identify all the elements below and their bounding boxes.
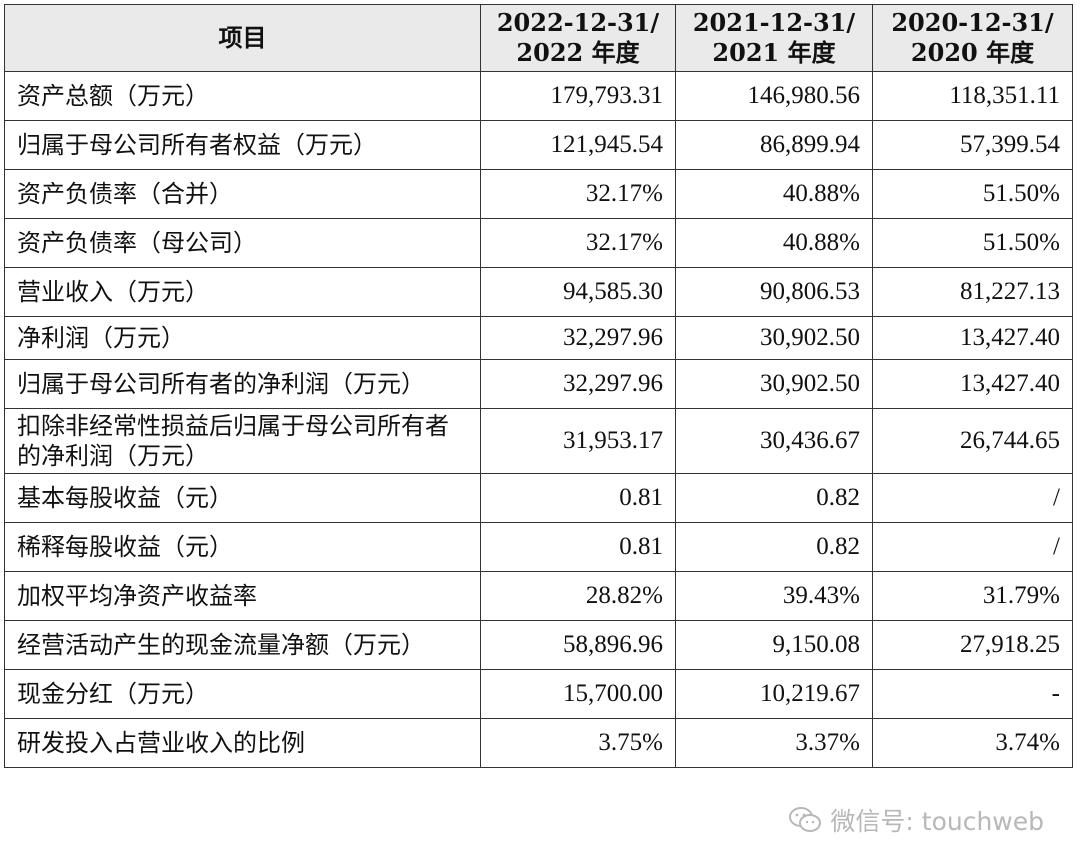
watermark-text: 微信号: touchweb xyxy=(830,807,1044,836)
header-2022: 2022-12-31/ 2022 年度 xyxy=(480,4,676,72)
cell-2021: 40.88% xyxy=(675,218,873,268)
cell-2022: 32,297.96 xyxy=(480,316,676,360)
cell-2020: 13,427.40 xyxy=(872,359,1073,409)
cell-2020: 26,744.65 xyxy=(872,408,1073,474)
row-label: 资产负债率（合并） xyxy=(4,169,481,219)
header-2020-year: 2020 年度 xyxy=(910,38,1035,67)
row-label: 经营活动产生的现金流量净额（万元） xyxy=(4,620,481,670)
cell-2020: 51.50% xyxy=(872,169,1073,219)
header-2021: 2021-12-31/ 2021 年度 xyxy=(675,4,873,72)
cell-2021: 0.82 xyxy=(675,473,873,523)
financial-table: 项目 2022-12-31/ 2022 年度 2021-12-31/ 2021 … xyxy=(4,4,1073,768)
row-label: 加权平均净资产收益率 xyxy=(4,571,481,621)
table-row: 资产总额（万元） 179,793.31 146,980.56 118,351.1… xyxy=(4,71,1073,121)
cell-2022: 58,896.96 xyxy=(480,620,676,670)
cell-2020: 51.50% xyxy=(872,218,1073,268)
cell-2021: 30,902.50 xyxy=(675,359,873,409)
cell-2021: 146,980.56 xyxy=(675,71,873,121)
cell-2021: 90,806.53 xyxy=(675,267,873,317)
row-label: 现金分红（万元） xyxy=(4,669,481,719)
cell-2022: 15,700.00 xyxy=(480,669,676,719)
table-row: 研发投入占营业收入的比例 3.75% 3.37% 3.74% xyxy=(4,718,1073,768)
row-label: 归属于母公司所有者的净利润（万元） xyxy=(4,359,481,409)
header-2020: 2020-12-31/ 2020 年度 xyxy=(872,4,1073,72)
header-2021-date: 2021-12-31/ xyxy=(692,8,856,37)
financial-table-container: 项目 2022-12-31/ 2022 年度 2021-12-31/ 2021 … xyxy=(4,4,1073,768)
cell-2021: 39.43% xyxy=(675,571,873,621)
table-row: 经营活动产生的现金流量净额（万元） 58,896.96 9,150.08 27,… xyxy=(4,620,1073,670)
cell-2020: / xyxy=(872,522,1073,572)
cell-2020: - xyxy=(872,669,1073,719)
cell-2021: 30,436.67 xyxy=(675,408,873,474)
row-label: 研发投入占营业收入的比例 xyxy=(4,718,481,768)
table-row: 营业收入（万元） 94,585.30 90,806.53 81,227.13 xyxy=(4,267,1073,317)
header-2022-date: 2022-12-31/ xyxy=(496,8,660,37)
row-label: 净利润（万元） xyxy=(4,316,481,360)
cell-2022: 32.17% xyxy=(480,169,676,219)
row-label: 营业收入（万元） xyxy=(4,267,481,317)
wechat-icon xyxy=(789,807,822,832)
table-row: 稀释每股收益（元） 0.81 0.82 / xyxy=(4,522,1073,572)
header-2022-year: 2022 年度 xyxy=(516,38,640,67)
cell-2020: 118,351.11 xyxy=(872,71,1073,121)
cell-2021: 30,902.50 xyxy=(675,316,873,360)
cell-2021: 9,150.08 xyxy=(675,620,873,670)
cell-2020: / xyxy=(872,473,1073,523)
cell-2022: 31,953.17 xyxy=(480,408,676,474)
table-header-row: 项目 2022-12-31/ 2022 年度 2021-12-31/ 2021 … xyxy=(4,4,1073,72)
cell-2020: 13,427.40 xyxy=(872,316,1073,360)
cell-2022: 0.81 xyxy=(480,473,676,523)
cell-2020: 81,227.13 xyxy=(872,267,1073,317)
table-row: 资产负债率（合并） 32.17% 40.88% 51.50% xyxy=(4,169,1073,219)
cell-2022: 94,585.30 xyxy=(480,267,676,317)
cell-2020: 3.74% xyxy=(872,718,1073,768)
table-row: 净利润（万元） 32,297.96 30,902.50 13,427.40 xyxy=(4,316,1073,360)
header-2020-date: 2020-12-31/ xyxy=(891,8,1054,37)
table-row: 加权平均净资产收益率 28.82% 39.43% 31.79% xyxy=(4,571,1073,621)
cell-2022: 3.75% xyxy=(480,718,676,768)
row-label: 稀释每股收益（元） xyxy=(4,522,481,572)
cell-2021: 10,219.67 xyxy=(675,669,873,719)
table-row: 基本每股收益（元） 0.81 0.82 / xyxy=(4,473,1073,523)
row-label: 基本每股收益（元） xyxy=(4,473,481,523)
header-item-label: 项目 xyxy=(218,23,267,52)
cell-2021: 40.88% xyxy=(675,169,873,219)
cell-2021: 86,899.94 xyxy=(675,120,873,170)
table-row: 归属于母公司所有者权益（万元） 121,945.54 86,899.94 57,… xyxy=(4,120,1073,170)
cell-2022: 179,793.31 xyxy=(480,71,676,121)
header-2021-year: 2021 年度 xyxy=(712,38,836,67)
table-row: 归属于母公司所有者的净利润（万元） 32,297.96 30,902.50 13… xyxy=(4,359,1073,409)
table-row: 现金分红（万元） 15,700.00 10,219.67 - xyxy=(4,669,1073,719)
row-label: 资产总额（万元） xyxy=(4,71,481,121)
table-row: 扣除非经常性损益后归属于母公司所有者的净利润（万元） 31,953.17 30,… xyxy=(4,408,1073,474)
cell-2021: 0.82 xyxy=(675,522,873,572)
cell-2022: 32,297.96 xyxy=(480,359,676,409)
cell-2020: 27,918.25 xyxy=(872,620,1073,670)
cell-2022: 28.82% xyxy=(480,571,676,621)
watermark: 微信号: touchweb xyxy=(788,802,1044,838)
table-row: 资产负债率（母公司） 32.17% 40.88% 51.50% xyxy=(4,218,1073,268)
cell-2022: 32.17% xyxy=(480,218,676,268)
cell-2020: 31.79% xyxy=(872,571,1073,621)
cell-2022: 0.81 xyxy=(480,522,676,572)
row-label: 资产负债率（母公司） xyxy=(4,218,481,268)
row-label: 扣除非经常性损益后归属于母公司所有者的净利润（万元） xyxy=(4,408,481,474)
cell-2022: 121,945.54 xyxy=(480,120,676,170)
header-item: 项目 xyxy=(4,4,481,72)
row-label: 归属于母公司所有者权益（万元） xyxy=(4,120,481,170)
cell-2020: 57,399.54 xyxy=(872,120,1073,170)
cell-2021: 3.37% xyxy=(675,718,873,768)
